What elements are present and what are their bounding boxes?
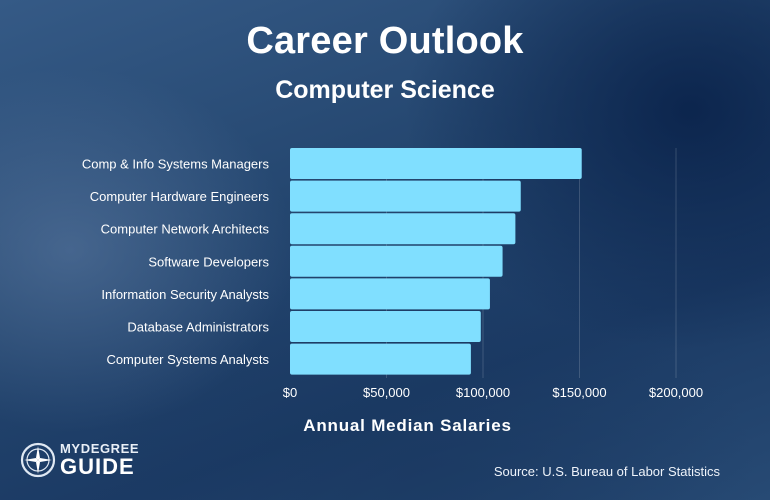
x-tick-label: $50,000 <box>363 385 410 400</box>
bar <box>290 278 490 310</box>
chart-title: Career Outlook <box>246 20 524 62</box>
category-label: Database Administrators <box>127 320 269 335</box>
x-tick-label: $200,000 <box>649 385 703 400</box>
logo-text-top: MYDEGREE <box>60 441 140 456</box>
bar <box>290 343 471 375</box>
category-label: Software Developers <box>148 254 269 269</box>
x-axis-label: Annual Median Salaries <box>303 416 512 435</box>
bar <box>290 245 503 277</box>
category-label: Computer Network Architects <box>101 222 270 237</box>
source-note: Source: U.S. Bureau of Labor Statistics <box>493 464 720 479</box>
x-tick-label: $150,000 <box>552 385 606 400</box>
category-label: Computer Systems Analysts <box>106 352 269 367</box>
x-tick-label: $100,000 <box>456 385 510 400</box>
bar <box>290 311 481 342</box>
logo-text-bottom: GUIDE <box>60 454 135 479</box>
bar <box>290 180 521 212</box>
category-label: Computer Hardware Engineers <box>90 189 270 204</box>
compass-icon <box>20 442 56 478</box>
category-label: Information Security Analysts <box>101 287 269 302</box>
x-tick-label: $0 <box>283 385 297 400</box>
category-label: Comp & Info Systems Managers <box>82 157 270 172</box>
bar <box>290 213 516 245</box>
chart-subtitle: Computer Science <box>275 76 495 104</box>
bar <box>290 148 582 179</box>
logo-wordmark: MYDEGREE GUIDE <box>60 442 139 478</box>
